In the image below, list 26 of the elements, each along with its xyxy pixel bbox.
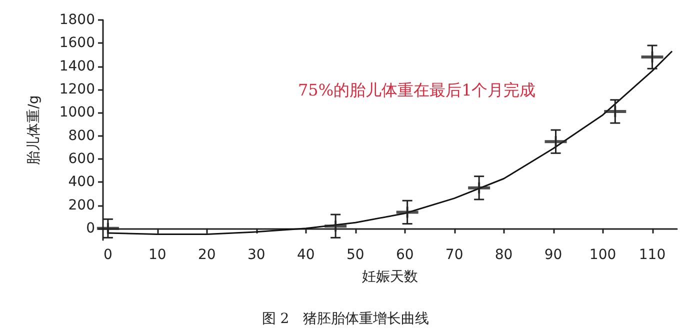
x-tick-label: 60 — [396, 247, 414, 263]
y-tick-label: 400 — [68, 174, 95, 190]
x-tick-label: 90 — [544, 247, 562, 263]
y-tick-label: 0 — [86, 220, 95, 236]
y-tick-label: 1800 — [59, 12, 95, 28]
y-tick-label: 1400 — [59, 58, 95, 74]
x-tick-label: 110 — [638, 247, 666, 263]
x-tick-label: 10 — [148, 247, 166, 263]
x-tick-label: 100 — [589, 247, 616, 263]
y-tick-label: 800 — [68, 128, 95, 144]
y-axis-title: 胎儿体重/g — [26, 95, 42, 165]
x-tick-label: 40 — [296, 247, 315, 263]
text: 图 2 猪胚胎体重增长曲线 — [262, 311, 430, 327]
y-tick-label: 1200 — [59, 81, 95, 98]
x-tick-label: 50 — [346, 247, 364, 263]
y-tick-label: 1600 — [59, 35, 95, 52]
x-axis-title: 妊娠天数 — [362, 269, 418, 285]
y-tick-label: 200 — [68, 197, 95, 214]
y-tick-label: 1000 — [59, 104, 95, 121]
x-tick-label: 80 — [494, 247, 513, 263]
x-tick-label: 0 — [103, 247, 112, 263]
x-tick-label: 30 — [247, 247, 266, 263]
x-tick-label: 70 — [445, 247, 464, 263]
x-tick-label: 20 — [198, 247, 216, 263]
y-tick-label: 600 — [68, 150, 95, 167]
annotation: 75%的胎儿体重在最后1个月完成 — [298, 80, 536, 100]
